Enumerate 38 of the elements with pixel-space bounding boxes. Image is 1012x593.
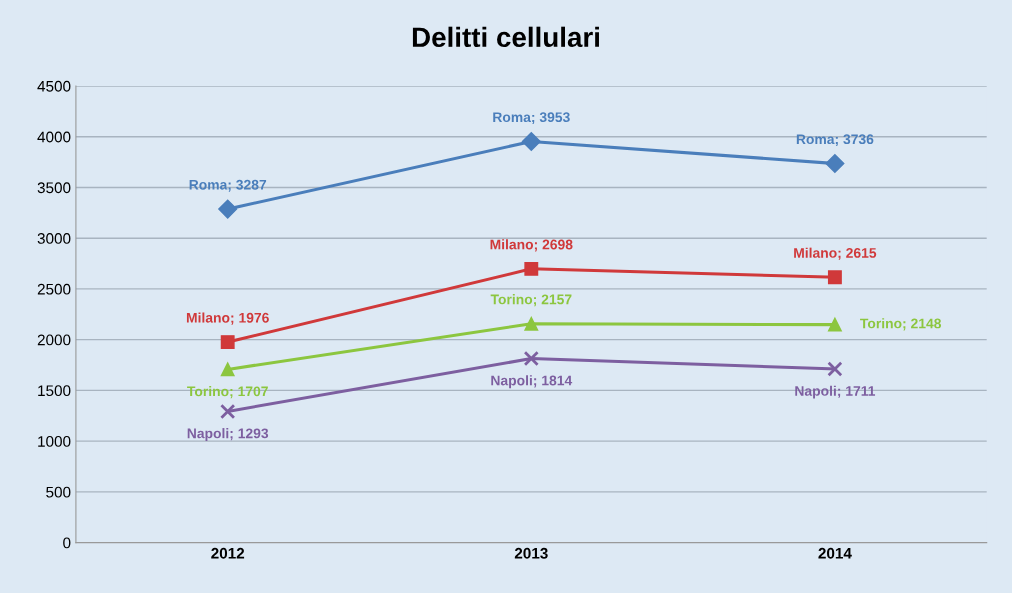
point <box>220 362 235 377</box>
data-label: Torino; 2157 <box>490 294 572 307</box>
data-label: Napoli; 1711 <box>795 385 876 399</box>
chart-title: Delitti cellulari <box>412 26 599 48</box>
data-label: Torino; 2148 <box>860 318 942 331</box>
y-tick-label: 2500 <box>37 283 71 295</box>
point <box>523 350 539 367</box>
y-tick-label: 500 <box>46 486 71 498</box>
point <box>827 270 842 285</box>
point <box>827 317 842 332</box>
data-label: Napoli; 1293 <box>187 428 269 442</box>
y-tick-label: 1000 <box>38 435 71 447</box>
data-label: Milano; 1976 <box>186 312 269 325</box>
data-label: Roma; 3736 <box>796 134 874 147</box>
point <box>524 261 539 276</box>
data-label: Roma; 3953 <box>493 112 570 125</box>
point <box>220 335 235 350</box>
data-label: Torino; 1707 <box>187 386 268 399</box>
data-label: Milano; 2615 <box>794 247 877 260</box>
point <box>524 316 539 331</box>
point <box>220 403 236 420</box>
point <box>218 199 238 219</box>
y-tick-label: 1500 <box>38 385 71 397</box>
x-tick-label: 2014 <box>818 547 852 559</box>
data-label: Roma; 3287 <box>189 179 267 192</box>
point <box>521 131 541 152</box>
y-tick-label: 3000 <box>37 233 71 244</box>
x-tick-label: 2012 <box>211 547 245 559</box>
data-label: Napoli; 1814 <box>491 375 573 389</box>
y-tick-label: 4000 <box>37 131 71 143</box>
x-tick-label: 2013 <box>514 547 548 559</box>
point <box>827 361 843 377</box>
point <box>825 153 845 174</box>
y-tick-label: 2000 <box>37 334 71 346</box>
y-tick-label: 3500 <box>37 182 71 194</box>
y-tick-label: 0 <box>63 537 71 549</box>
y-tick-label: 4500 <box>37 80 71 92</box>
data-label: Milano; 2698 <box>490 239 573 252</box>
